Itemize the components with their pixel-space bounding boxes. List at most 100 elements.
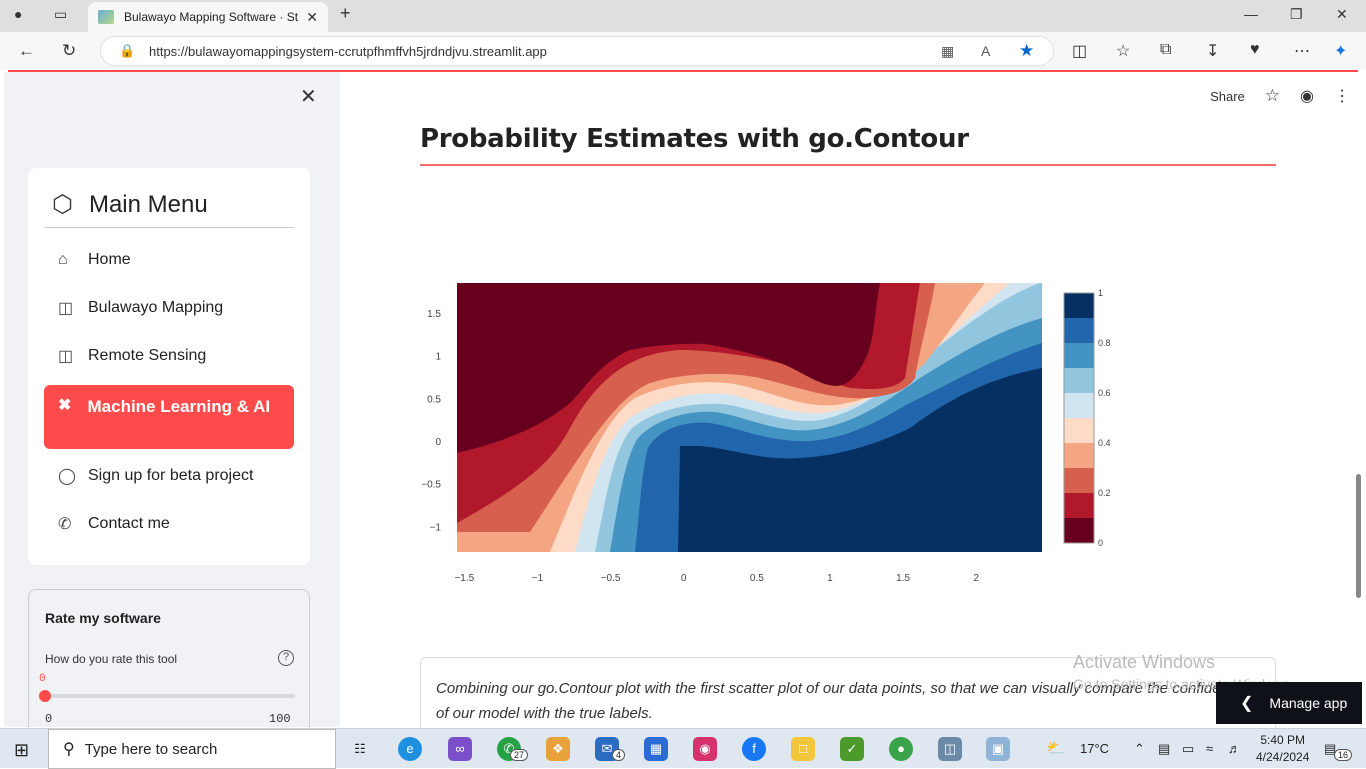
sidebar-item-remote-sensing[interactable]: ◫ Remote Sensing: [44, 336, 294, 376]
search-icon: ⚲: [63, 741, 75, 758]
share-button[interactable]: Share: [1210, 88, 1245, 104]
slider-min-label: 0: [45, 712, 53, 726]
map-icon: ◫: [58, 300, 74, 317]
back-icon[interactable]: ←: [18, 41, 35, 60]
instagram-icon[interactable]: ◉: [693, 737, 717, 761]
colorbar-tick-label: 0.8: [1098, 338, 1111, 348]
facebook-icon[interactable]: f: [742, 737, 766, 761]
browser-tab[interactable]: Bulawayo Mapping Software · St ✕: [88, 2, 328, 32]
weather-icon[interactable]: ⛅: [1046, 740, 1065, 757]
sidebar-item-bulawayo-mapping[interactable]: ◫ Bulawayo Mapping: [44, 288, 294, 328]
star-icon[interactable]: ☆: [1264, 86, 1281, 105]
help-icon[interactable]: ?: [278, 650, 294, 666]
x-tick-label: −1: [532, 573, 544, 584]
notification-icon[interactable]: ▤: [1324, 741, 1337, 756]
colorbar-band: [1064, 393, 1094, 419]
more-menu-icon[interactable]: ⋯: [1294, 43, 1310, 60]
copilot-icon[interactable]: ✦: [1334, 43, 1348, 60]
close-tab-icon[interactable]: ✕: [306, 8, 318, 25]
tab-actions-icon[interactable]: ▭: [54, 6, 68, 22]
app-icon[interactable]: ●: [889, 737, 913, 761]
colorbar-border: [1063, 292, 1095, 544]
colorbar-tick-label: 0.6: [1098, 388, 1111, 398]
mail-badge: 4: [612, 749, 626, 761]
battery-icon[interactable]: ▭: [1182, 741, 1195, 756]
app-available-icon[interactable]: ▦: [941, 43, 955, 59]
kebab-menu-icon[interactable]: ⋮: [1334, 88, 1350, 105]
x-tick-label: −0.5: [601, 573, 621, 584]
system-clock[interactable]: 5:40 PM 4/24/2024: [1256, 732, 1309, 766]
restore-icon[interactable]: ❐: [1290, 6, 1303, 22]
wifi-icon[interactable]: ≈: [1206, 741, 1214, 756]
x-tick-label: −1.5: [454, 573, 474, 584]
profile-icon[interactable]: ●: [14, 6, 23, 22]
browser-essentials-icon[interactable]: ♥: [1250, 41, 1260, 58]
map-icon: ◫: [58, 348, 74, 365]
meet-icon[interactable]: ▤: [1158, 741, 1171, 756]
chevron-up-icon[interactable]: ⌃: [1134, 741, 1145, 756]
visual-studio-icon[interactable]: ∞: [448, 737, 472, 761]
close-window-icon[interactable]: ✕: [1336, 6, 1348, 22]
sidebar-item-machine-learning[interactable]: ✖ Machine Learning & AI: [44, 385, 294, 449]
lock-icon[interactable]: 🔒: [119, 43, 136, 58]
downloads-icon[interactable]: ↧: [1206, 43, 1220, 60]
colorbar-band: [1064, 518, 1094, 544]
slider-value: 0: [39, 673, 46, 685]
store-icon[interactable]: ▦: [644, 737, 668, 761]
sidebar-item-contact[interactable]: ✆ Contact me: [44, 504, 294, 544]
x-tick-label: 1.5: [896, 573, 910, 584]
app-toolbar: Share ☆ ◉ ⋮: [1210, 86, 1350, 106]
image-viewer-icon[interactable]: ▣: [986, 737, 1010, 761]
weather-temp[interactable]: 17°C: [1080, 741, 1110, 756]
menu-title: Main Menu: [88, 190, 208, 218]
contour-plot-area: [457, 283, 1042, 552]
app-icon[interactable]: ❖: [546, 737, 570, 761]
minimize-icon[interactable]: —: [1244, 6, 1258, 22]
sidebar-item-label: Bulawayo Mapping: [88, 299, 224, 316]
windows-start-icon[interactable]: ⊞: [14, 740, 30, 760]
colorbar-tick-label: 1: [1098, 288, 1103, 298]
address-bar[interactable]: 🔒 https://bulawayomappingsystem-ccrutpfh…: [100, 36, 1054, 66]
contour-chart[interactable]: 1.5 1 0.5 0 −0.5 −1 −1.5 −1 −0.5 0 0.5 1 1.5 2 1 0.8 0…: [410, 278, 1130, 588]
split-screen-icon[interactable]: ◫: [1072, 43, 1088, 60]
tools-icon: ✖: [58, 397, 72, 414]
github-icon[interactable]: ◉: [1300, 88, 1314, 105]
phone-icon: ✆: [58, 516, 72, 533]
favorite-star-icon[interactable]: ★: [1019, 41, 1035, 60]
page-scrollbar[interactable]: [1356, 474, 1361, 598]
site-favicon-icon: [98, 10, 114, 24]
task-view-icon[interactable]: ☷: [354, 741, 366, 756]
rating-slider-track[interactable]: [45, 694, 295, 698]
read-aloud-icon[interactable]: A: [981, 43, 991, 59]
manage-app-button[interactable]: ❮ Manage app: [1216, 682, 1362, 724]
clock-date: 4/24/2024: [1256, 750, 1310, 764]
sidebar-item-label: Machine Learning & AI: [87, 397, 271, 416]
y-tick-label: −1: [430, 522, 442, 533]
contour-band: [457, 283, 880, 453]
app-icon[interactable]: ✓: [840, 737, 864, 761]
page-title: Probability Estimates with go.Contour: [420, 124, 969, 154]
rating-slider-thumb[interactable]: [39, 690, 51, 702]
address-toolbar: ← ↻ 🔒 https://bulawayomappingsystem-ccru…: [0, 32, 1366, 70]
collections-icon[interactable]: ⧉: [1160, 41, 1172, 58]
refresh-icon[interactable]: ↻: [62, 41, 77, 60]
file-explorer-icon[interactable]: □: [791, 737, 815, 761]
x-tick-label: 1: [827, 573, 833, 584]
taskbar-search[interactable]: ⚲ Type here to search: [48, 729, 336, 769]
y-axis: 1.5 1 0.5 0 −0.5 −1: [421, 309, 441, 533]
sidebar-item-home[interactable]: ⌂ Home: [44, 240, 294, 280]
y-tick-label: 1: [435, 352, 441, 363]
y-tick-label: 1.5: [427, 309, 441, 320]
volume-icon[interactable]: ♬: [1228, 741, 1241, 756]
edge-icon[interactable]: e: [398, 737, 422, 761]
mapping-app-icon[interactable]: ◫: [938, 737, 962, 761]
sidebar-item-beta-signup[interactable]: ◯ Sign up for beta project: [44, 456, 294, 496]
favorites-icon[interactable]: ☆: [1116, 43, 1131, 60]
sidebar-item-label: Contact me: [88, 515, 170, 532]
colorbar: 1 0.8 0.6 0.4 0.2 0: [1063, 288, 1111, 548]
manage-app-label: Manage app: [1269, 695, 1348, 711]
new-tab-icon[interactable]: +: [340, 3, 351, 23]
slider-max-label: 100: [269, 712, 291, 726]
close-sidebar-icon[interactable]: ✕: [300, 86, 317, 108]
loading-bar: [8, 70, 1358, 72]
